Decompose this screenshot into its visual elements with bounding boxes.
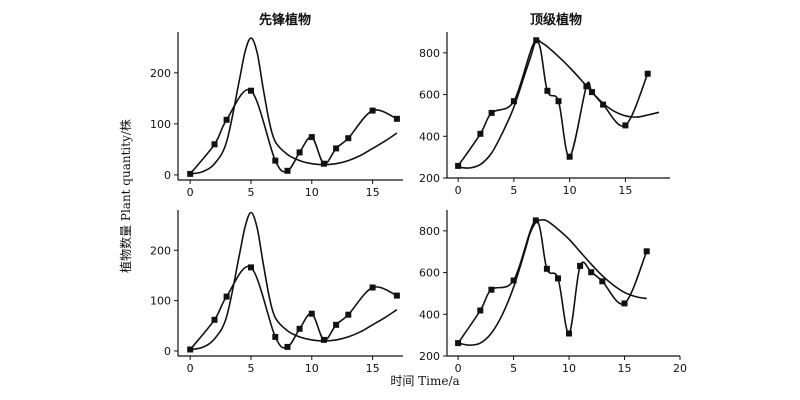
data-point-marker <box>510 277 517 284</box>
panel-bottom-left: 0 5 10 15 0 100 200 <box>150 210 403 375</box>
data-point-marker <box>455 162 462 169</box>
data-point-marker <box>369 284 376 291</box>
data-point-marker <box>566 153 573 160</box>
y-tick-label: 0 <box>164 345 171 358</box>
y-tick-label: 200 <box>150 67 171 80</box>
x-tick-label: 15 <box>618 184 632 197</box>
data-point-marker <box>296 149 303 156</box>
x-tick-label: 15 <box>618 362 632 375</box>
data-point-marker <box>510 98 517 105</box>
marker-series-line <box>457 39 649 167</box>
smooth-series-line <box>190 211 398 351</box>
data-point-marker <box>369 107 376 114</box>
data-point-marker <box>622 122 629 129</box>
data-point-marker <box>296 325 303 332</box>
smooth-series-line <box>458 38 660 169</box>
x-tick-label: 10 <box>305 362 319 375</box>
marker-series-line <box>189 265 398 350</box>
data-point-marker <box>248 87 254 94</box>
y-tick-label: 600 <box>419 267 440 280</box>
x-tick-label: 5 <box>247 362 254 375</box>
y-tick-label: 800 <box>419 225 440 238</box>
panel-top-left: 先锋植物 0 5 10 15 0 100 200 <box>150 12 403 199</box>
data-point-marker <box>308 134 315 141</box>
data-point-marker <box>588 269 595 276</box>
y-tick-label: 800 <box>419 47 440 60</box>
data-point-marker <box>477 307 484 314</box>
data-point-marker <box>393 115 400 122</box>
data-point-marker <box>248 264 254 271</box>
y-tick-label: 400 <box>419 308 440 321</box>
smooth-series-line <box>190 37 398 175</box>
panel-title-top-right: 顶级植物 <box>530 12 582 28</box>
data-point-marker <box>600 101 607 108</box>
data-point-marker <box>308 310 315 317</box>
x-tick-label: 5 <box>247 186 254 199</box>
marker-series-line <box>189 88 398 175</box>
shared-x-axis-label: 时间 Time/a <box>390 374 459 388</box>
data-point-marker <box>272 157 279 164</box>
data-point-marker <box>555 275 561 282</box>
x-tick-label: 0 <box>455 362 462 375</box>
data-point-marker <box>555 98 562 105</box>
data-point-marker <box>272 333 279 340</box>
data-point-marker <box>532 217 539 224</box>
x-tick-label: 5 <box>510 362 517 375</box>
data-point-marker <box>320 336 327 343</box>
data-point-marker <box>211 316 218 323</box>
data-point-marker <box>577 262 584 269</box>
shared-y-axis-label: 植物数量 Plant quantity/株 <box>118 119 133 273</box>
x-tick-label: 0 <box>455 184 462 197</box>
data-point-marker <box>393 292 400 299</box>
panel-bottom-right: 0 5 10 15 20 200 400 600 800 <box>419 210 687 375</box>
y-tick-label: 200 <box>419 172 440 185</box>
data-point-marker <box>320 160 327 167</box>
data-point-marker <box>333 321 340 328</box>
data-point-marker <box>284 167 291 174</box>
data-point-marker <box>333 145 340 152</box>
x-tick-label: 10 <box>562 362 576 375</box>
x-tick-label: 0 <box>187 362 194 375</box>
smooth-series-line <box>457 218 647 347</box>
y-tick-label: 400 <box>419 130 440 143</box>
y-tick-label: 600 <box>419 89 440 102</box>
panel-top-right: 顶级植物 0 5 10 15 200 400 600 800 <box>419 12 670 197</box>
data-point-marker <box>566 330 572 337</box>
data-point-marker <box>345 135 352 142</box>
x-tick-label: 5 <box>510 184 517 197</box>
data-point-marker <box>223 116 230 123</box>
x-tick-label: 15 <box>366 186 380 199</box>
data-point-marker <box>599 278 606 285</box>
data-point-marker <box>643 248 650 255</box>
y-tick-label: 200 <box>419 350 440 363</box>
data-point-marker <box>211 141 218 148</box>
data-point-marker <box>488 286 495 293</box>
data-point-marker <box>284 343 291 350</box>
y-tick-label: 100 <box>150 118 171 131</box>
data-point-marker <box>477 130 484 137</box>
x-tick-label: 10 <box>305 186 319 199</box>
x-tick-label: 15 <box>366 362 380 375</box>
data-point-marker <box>543 265 550 272</box>
y-tick-label: 0 <box>164 169 171 182</box>
x-tick-label: 0 <box>187 186 194 199</box>
data-point-marker <box>621 300 628 307</box>
marker-series-line <box>457 219 648 344</box>
data-point-marker <box>345 311 352 318</box>
panel-title-top-left: 先锋植物 <box>259 12 311 28</box>
data-point-marker <box>544 87 551 94</box>
y-tick-label: 200 <box>150 244 171 257</box>
data-point-marker <box>223 293 230 300</box>
x-tick-label: 20 <box>673 362 687 375</box>
data-point-marker <box>644 70 651 77</box>
x-tick-label: 10 <box>563 184 577 197</box>
data-point-marker <box>488 109 495 116</box>
y-tick-label: 100 <box>150 295 171 308</box>
